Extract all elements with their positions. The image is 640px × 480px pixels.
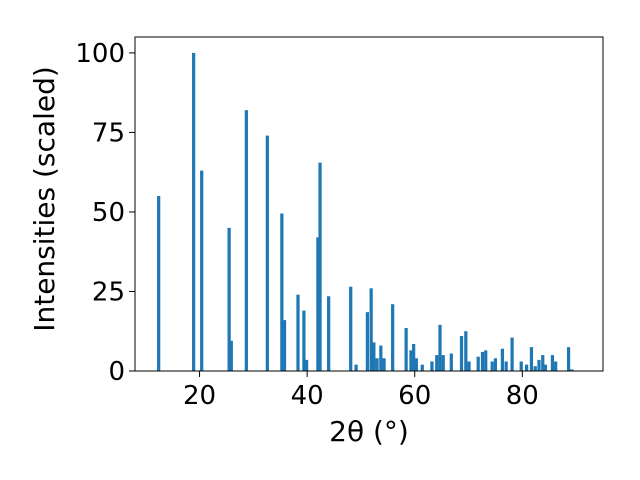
x-tick-label-0: 20 [183,381,216,411]
bar-16 [354,364,358,371]
bar-50 [541,355,545,371]
bar-29 [430,361,434,371]
bar-23 [391,304,395,371]
bar-43 [504,361,508,371]
bar-39 [484,350,488,371]
bar-12 [316,237,320,371]
bar-24 [404,328,408,371]
bar-46 [525,364,529,371]
plot-frame [134,36,604,372]
bar-34 [459,336,464,371]
x-tick-label-1: 40 [291,381,324,411]
y-tick-label-2: 50 [92,198,125,228]
bar-41 [493,358,498,371]
bar-49 [537,359,541,371]
y-axis-ticks: 0 25 50 75 100 [75,39,135,387]
bar-35 [464,331,468,371]
bar-6 [265,135,269,371]
bar-7 [280,213,284,371]
bar-17 [365,312,369,371]
bar-51 [543,364,548,371]
bar-36 [467,361,471,371]
y-tick-label-4: 100 [75,39,125,69]
bar-11 [304,359,309,371]
bar-21 [379,345,383,371]
bar-27 [414,358,418,371]
bar-3 [227,227,231,371]
bar-54 [566,347,571,371]
bar-33 [449,353,453,371]
bar-4 [229,340,233,371]
bar-55 [570,369,574,371]
bar-25 [409,350,413,371]
bar-53 [554,361,558,371]
bar-45 [519,361,523,371]
bar-1 [192,52,196,372]
x-tick-label-2: 60 [398,381,431,411]
bar-20 [375,358,379,371]
bar-31 [438,324,442,371]
bar-0 [157,196,161,371]
bar-19 [372,342,376,371]
bar-47 [529,347,534,371]
bar-2 [200,170,204,371]
bars-group [157,52,574,372]
bar-14 [327,296,331,371]
bar-30 [435,355,439,371]
bar-15 [349,286,353,371]
bar-26 [412,343,416,371]
y-tick-label-0: 0 [108,357,125,387]
bar-40 [490,361,494,371]
bar-18 [369,288,373,371]
y-tick-label-1: 25 [92,277,125,307]
bar-8 [282,320,287,371]
bar-10 [302,310,306,371]
bar-28 [420,364,424,371]
bar-22 [382,358,386,371]
bar-42 [500,348,505,371]
bar-52 [550,355,555,371]
x-axis-label: 2θ (°) [329,415,409,448]
y-axis-label: Intensities (scaled) [28,66,61,332]
x-tick-label-3: 80 [506,381,539,411]
bar-5 [244,110,248,372]
bar-32 [441,355,445,371]
bar-37 [476,356,480,371]
bar-48 [533,366,537,371]
x-axis-ticks: 20 40 60 80 [183,371,539,411]
bar-9 [296,294,300,371]
bar-44 [510,337,514,371]
bar-38 [480,351,485,371]
bar-13 [318,162,322,371]
y-tick-label-3: 75 [92,118,125,148]
